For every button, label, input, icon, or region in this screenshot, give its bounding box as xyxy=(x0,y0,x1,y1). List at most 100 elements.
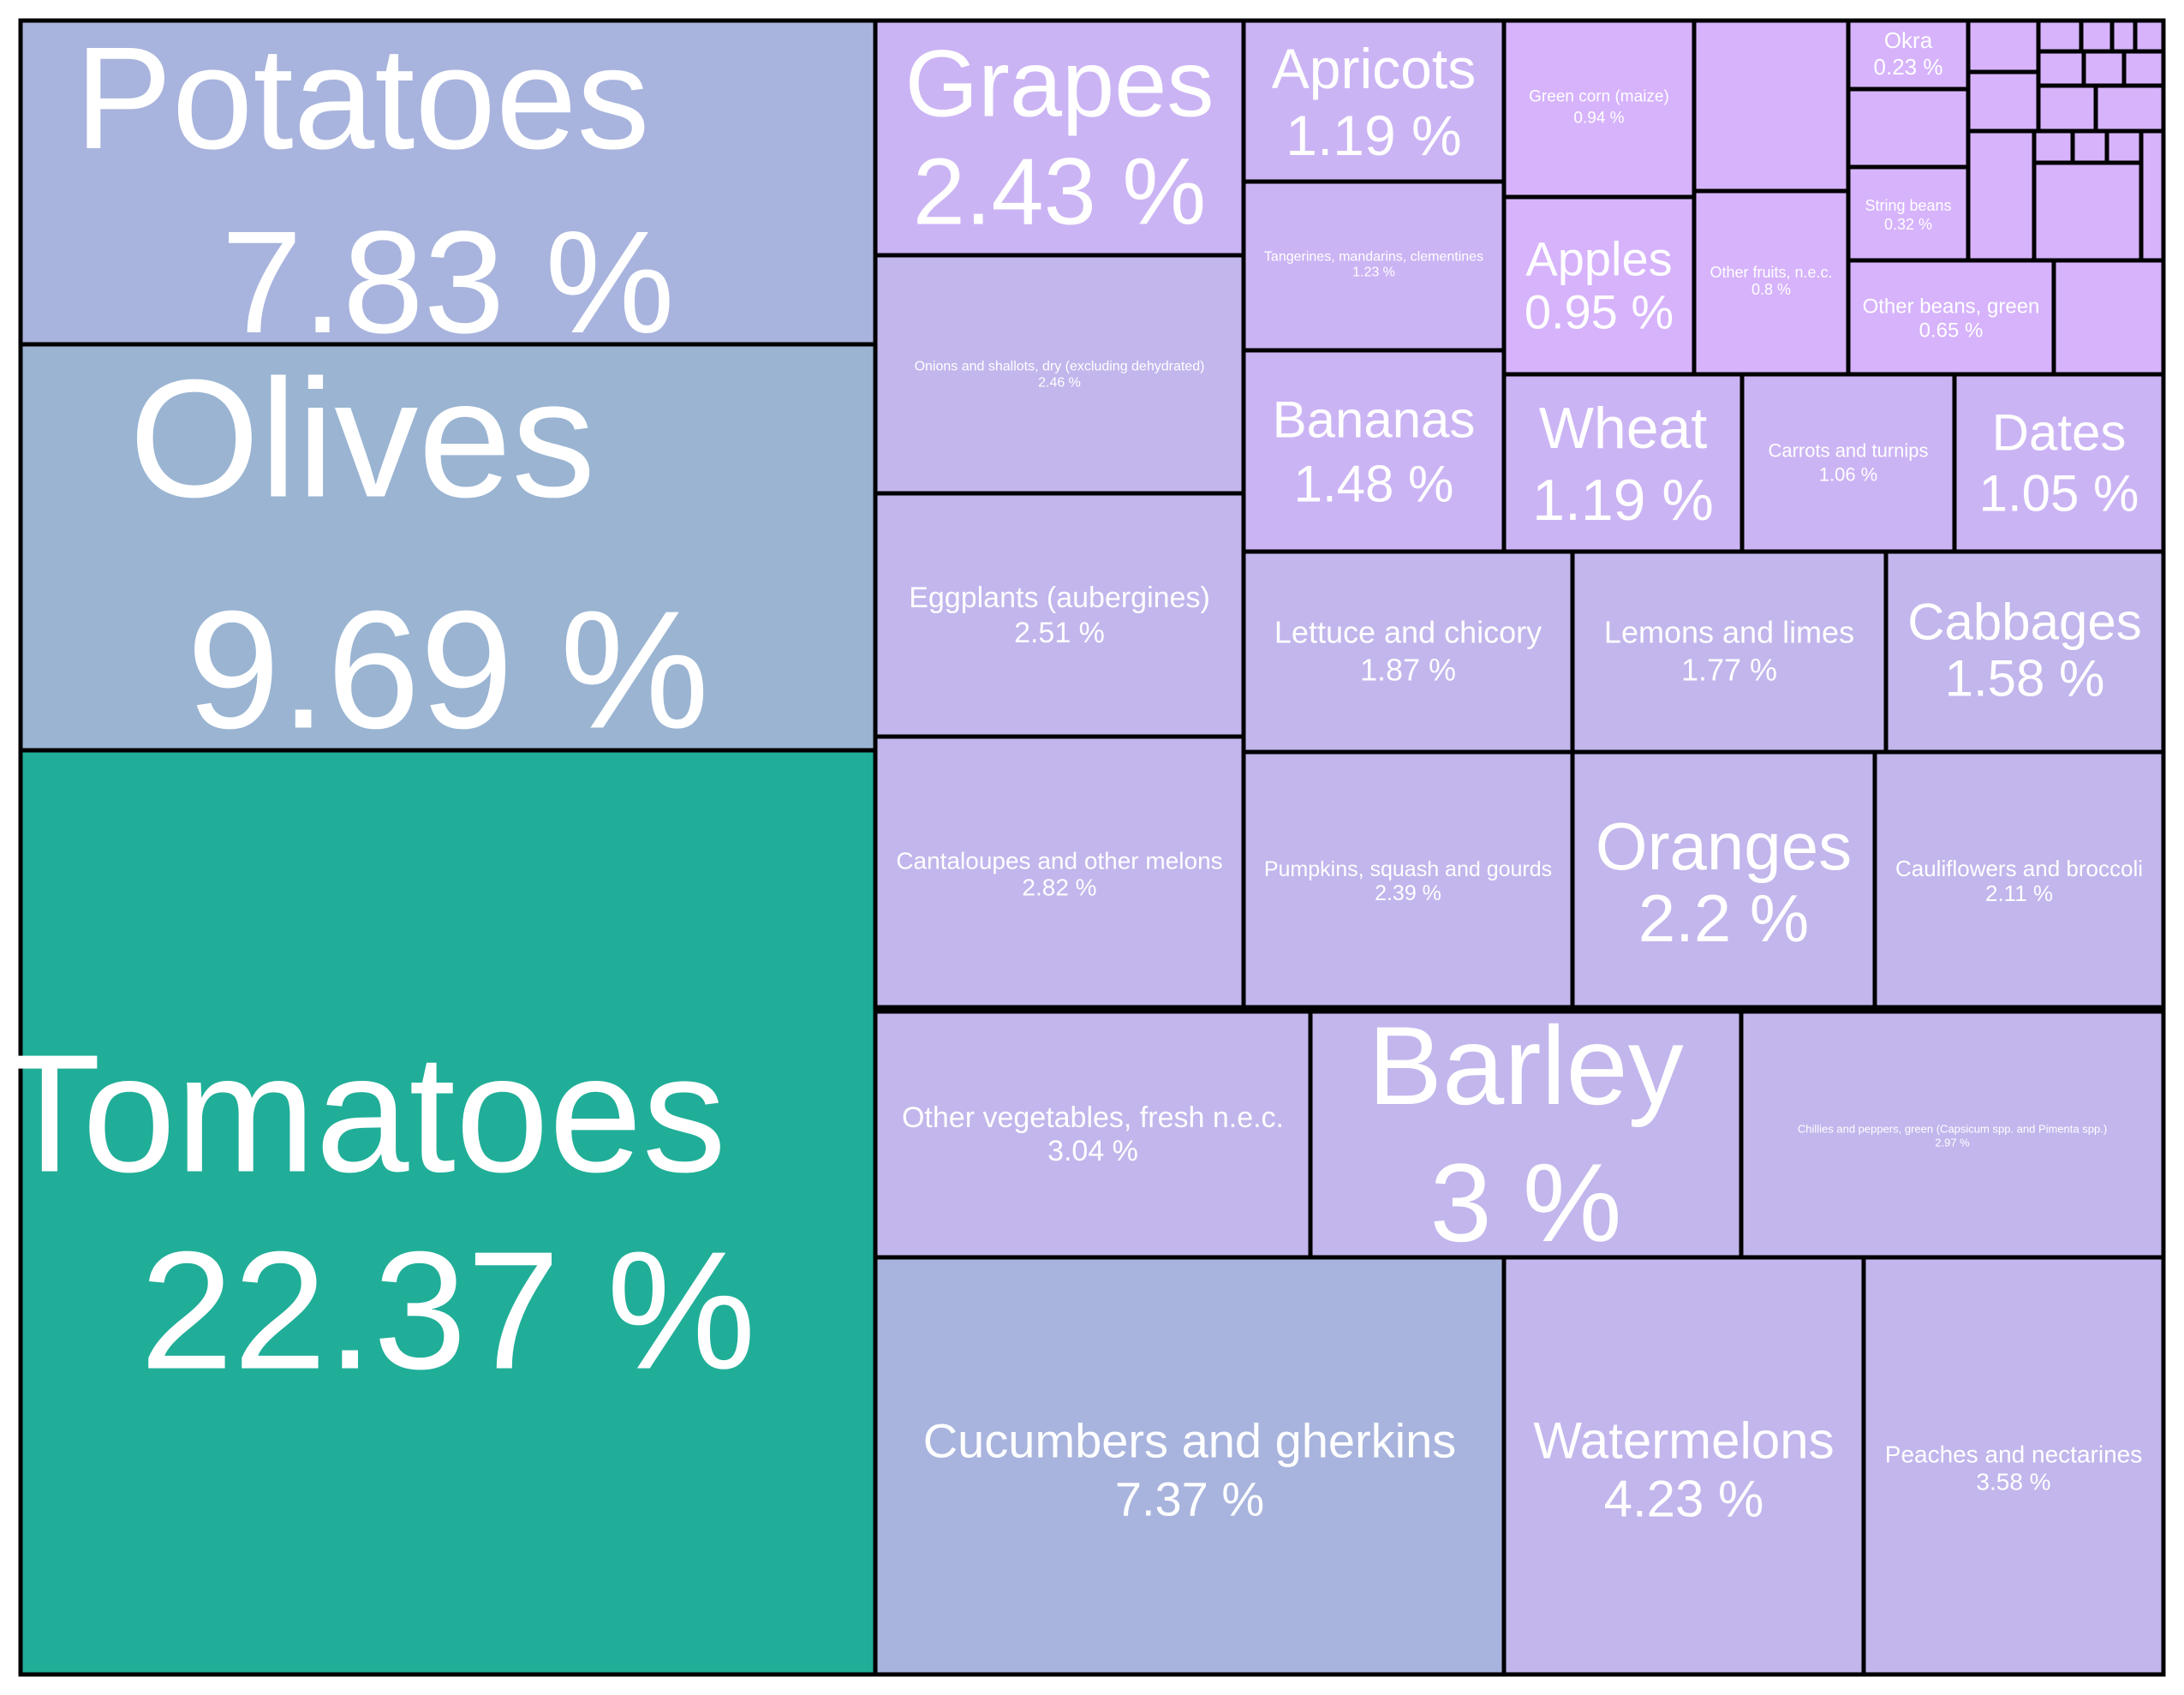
tile-label-carrots-and-turnips: Carrots and turnips xyxy=(1768,440,1928,462)
tile-value-potatoes: 7.83 % xyxy=(221,201,674,364)
tile-value-grapes: 2.43 % xyxy=(913,140,1206,245)
tile-value-other-fruits-n-e-c: 0.8 % xyxy=(1751,281,1791,298)
tile-label-tomatoes: Tomatoes xyxy=(0,1020,726,1208)
tile-value-barley: 3 % xyxy=(1429,1140,1621,1265)
tile-value-tangerines-mandarins-clementines: 1.23 % xyxy=(1352,266,1395,280)
tile-label-dates: Dates xyxy=(1992,404,2127,462)
tile-wheat xyxy=(1501,372,1745,554)
tile-label-other-beans-green: Other beans, green xyxy=(1863,295,2040,319)
tile-value-cucumbers-and-gherkins: 7.37 % xyxy=(1115,1472,1264,1526)
tile-value-cabbages: 1.58 % xyxy=(1945,650,2105,707)
tile-label-lemons-and-limes: Lemons and limes xyxy=(1604,615,1854,650)
tile-unlabeled-7 xyxy=(2051,258,2166,377)
tile-label-string-beans: String beans xyxy=(1865,197,1951,214)
tile-label-apricots: Apricots xyxy=(1272,37,1476,100)
tile-value-string-beans: 0.32 % xyxy=(1884,216,1932,233)
tile-value-wheat: 1.19 % xyxy=(1532,468,1714,533)
tile-unlabeled-15 xyxy=(2036,83,2098,134)
tile-value-watermelons: 4.23 % xyxy=(1604,1471,1764,1528)
tile-value-green-corn-maize: 0.94 % xyxy=(1573,110,1624,128)
tile-label-watermelons: Watermelons xyxy=(1533,1412,1834,1470)
tile-value-eggplants-aubergines: 2.51 % xyxy=(1014,617,1105,649)
tile-value-dates: 1.05 % xyxy=(1979,465,2139,522)
tile-value-tomatoes: 22.37 % xyxy=(140,1217,755,1405)
tile-unlabeled-2 xyxy=(1846,87,1971,170)
tile-cucumbers-and-gherkins xyxy=(873,1255,1507,1677)
tile-value-bananas: 1.48 % xyxy=(1294,456,1454,513)
tile-value-okra: 0.23 % xyxy=(1874,54,1943,80)
tile-carrots-and-turnips xyxy=(1739,372,1957,554)
tile-value-pumpkins-squash-and-gourds: 2.39 % xyxy=(1375,881,1441,905)
tile-value-apricots: 1.19 % xyxy=(1286,104,1461,167)
tile-tangerines-mandarins-clementines xyxy=(1241,179,1507,353)
tile-label-wheat: Wheat xyxy=(1539,396,1708,461)
tile-label-lettuce-and-chicory: Lettuce and chicory xyxy=(1274,615,1542,650)
tile-eggplants-aubergines xyxy=(873,491,1246,739)
tile-label-barley: Barley xyxy=(1368,1003,1683,1128)
tile-value-cauliflowers-and-broccoli: 2.11 % xyxy=(1985,880,2053,906)
tile-label-other-fruits-n-e-c: Other fruits, n.e.c. xyxy=(1710,264,1832,281)
tile-other-beans-green xyxy=(1846,258,2056,377)
tile-unlabeled-10 xyxy=(2109,18,2138,54)
tile-dates xyxy=(1952,372,2166,554)
tile-unlabeled-19 xyxy=(2104,128,2144,165)
tile-label-grapes: Grapes xyxy=(905,32,1214,137)
tile-okra xyxy=(1846,18,1971,92)
tile-value-cantaloupes-and-other-melons: 2.82 % xyxy=(1022,874,1096,901)
tile-label-tangerines-mandarins-clementines: Tangerines, mandarins, clementines xyxy=(1264,250,1483,265)
tile-label-potatoes: Potatoes xyxy=(75,17,649,180)
tile-other-fruits-n-e-c xyxy=(1692,188,1851,377)
tile-unlabeled-12 xyxy=(2036,49,2086,88)
tile-label-other-vegetables-fresh-n-e-c: Other vegetables, fresh n.e.c. xyxy=(902,1101,1284,1134)
tile-value-other-vegetables-fresh-n-e-c: 3.04 % xyxy=(1047,1135,1138,1167)
tile-value-chillies-and-peppers-green-capsicum-spp-and-pimenta-spp: 2.97 % xyxy=(1935,1137,1970,1149)
tile-cantaloupes-and-other-melons xyxy=(873,734,1246,1010)
tile-apples xyxy=(1501,194,1697,377)
tile-label-cucumbers-and-gherkins: Cucumbers and gherkins xyxy=(923,1414,1457,1468)
tile-label-okra: Okra xyxy=(1884,27,1933,53)
tile-chillies-and-peppers-green-capsicum-spp-and-pimenta-spp xyxy=(1739,1009,2166,1260)
tile-value-onions-and-shallots-dry-excluding-dehydrated: 2.46 % xyxy=(1038,376,1081,391)
tile-unlabeled-11 xyxy=(2133,18,2166,54)
tile-onions-and-shallots-dry-excluding-dehydrated xyxy=(873,253,1246,496)
tile-value-other-beans-green: 0.65 % xyxy=(1919,319,1984,343)
tile-barley xyxy=(1308,1009,1744,1260)
tile-tomatoes xyxy=(18,748,878,1677)
tile-value-apples: 0.95 % xyxy=(1525,285,1674,339)
tile-lemons-and-limes xyxy=(1570,549,1889,755)
tile-bananas xyxy=(1241,348,1507,554)
tile-unlabeled-1 xyxy=(1692,18,1851,194)
tile-label-eggplants-aubergines: Eggplants (aubergines) xyxy=(909,582,1210,614)
tile-label-bananas: Bananas xyxy=(1273,391,1476,449)
tile-cauliflowers-and-broccoli xyxy=(1872,749,2166,1010)
tile-other-vegetables-fresh-n-e-c xyxy=(873,1009,1313,1260)
tile-unlabeled-18 xyxy=(2070,128,2109,165)
tile-value-peaches-and-nectarines: 3.58 % xyxy=(1976,1469,2050,1495)
tile-label-chillies-and-peppers-green-capsicum-spp-and-pimenta-spp: Chillies and peppers, green (Capsicum sp… xyxy=(1798,1123,2107,1136)
tile-unlabeled-9 xyxy=(2079,18,2115,54)
tile-label-peaches-and-nectarines: Peaches and nectarines xyxy=(1885,1441,2142,1468)
tile-olives xyxy=(18,342,878,753)
tile-unlabeled-16 xyxy=(2093,83,2166,134)
tile-value-olives: 9.69 % xyxy=(187,576,709,764)
tile-unlabeled-14 xyxy=(2121,49,2166,88)
tile-peaches-and-nectarines xyxy=(1861,1255,2166,1677)
tile-unlabeled-5 xyxy=(1966,128,2037,263)
tile-label-pumpkins-squash-and-gourds: Pumpkins, squash and gourds xyxy=(1264,857,1552,881)
tile-label-green-corn-maize: Green corn (maize) xyxy=(1529,88,1669,106)
tile-label-apples: Apples xyxy=(1525,232,1672,286)
tile-value-oranges: 2.2 % xyxy=(1638,880,1809,956)
tile-unlabeled-8 xyxy=(2036,18,2084,54)
tile-label-cantaloupes-and-other-melons: Cantaloupes and other melons xyxy=(896,848,1222,874)
tiles-layer xyxy=(18,18,2166,1677)
tile-oranges xyxy=(1570,749,1877,1010)
tile-value-carrots-and-turnips: 1.06 % xyxy=(1819,464,1878,486)
tile-grapes xyxy=(873,18,1246,258)
tile-unlabeled-13 xyxy=(2081,49,2127,88)
tile-unlabeled-17 xyxy=(2032,128,2075,165)
tile-label-cabbages: Cabbages xyxy=(1907,594,2142,651)
tile-label-cauliflowers-and-broccoli: Cauliflowers and broccoli xyxy=(1895,856,2143,881)
tile-watermelons xyxy=(1501,1255,1866,1677)
